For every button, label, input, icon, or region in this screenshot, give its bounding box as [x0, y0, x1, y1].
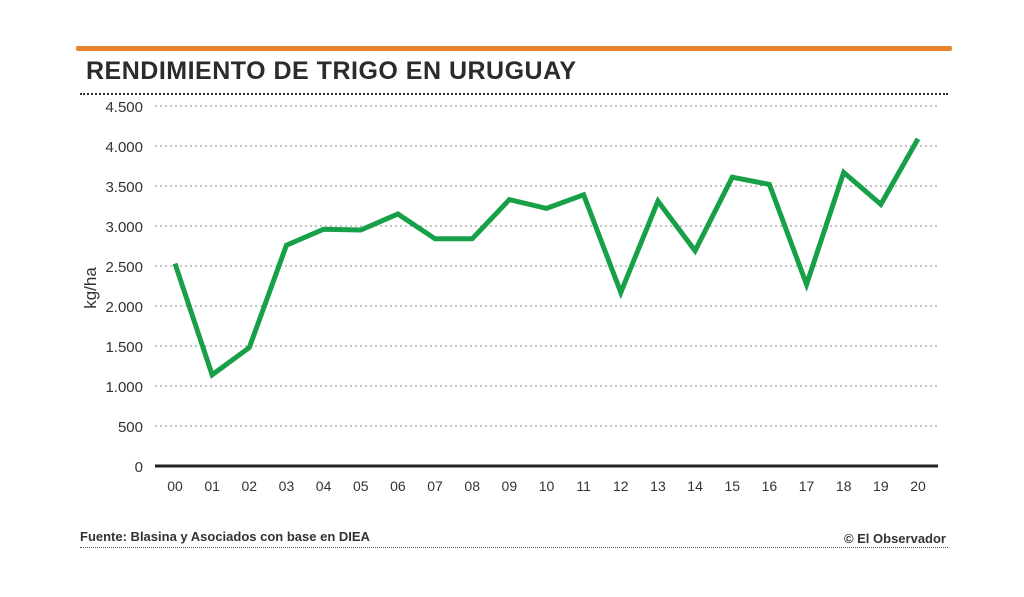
x-tick-label: 05 [353, 478, 369, 494]
x-tick-label: 18 [836, 478, 852, 494]
y-tick-label: 1.000 [105, 379, 143, 396]
x-tick-label: 20 [910, 478, 926, 494]
y-tick-label: 0 [135, 459, 143, 476]
x-tick-label: 01 [204, 478, 220, 494]
x-tick-label: 14 [687, 478, 703, 494]
y-tick-label: 3.500 [105, 179, 143, 196]
x-tick-label: 03 [279, 478, 295, 494]
x-tick-label: 07 [427, 478, 443, 494]
y-tick-label: 4.000 [105, 139, 143, 156]
gridlines [155, 105, 938, 468]
y-tick-label: 4.500 [105, 99, 143, 116]
x-tick-label: 16 [762, 478, 778, 494]
x-tick-label: 08 [464, 478, 480, 494]
y-tick-label: 2.000 [105, 299, 143, 316]
x-tick-label: 11 [576, 478, 591, 494]
x-tick-label: 00 [167, 478, 183, 494]
x-tick-labels: 00 01 02 03 04 05 06 07 08 09 10 11 12 13 14 15 16 17 18 19… [167, 478, 926, 494]
source-divider [80, 547, 948, 548]
title-divider [80, 93, 948, 95]
top-accent-rule [76, 46, 952, 51]
publisher-credit: © El Observador [843, 531, 946, 546]
x-tick-label: 06 [390, 478, 406, 494]
x-tick-label: 02 [242, 478, 258, 494]
x-tick-label: 10 [539, 478, 555, 494]
y-tick-label: 3.000 [105, 219, 143, 236]
x-tick-label: 17 [799, 478, 815, 494]
x-tick-label: 15 [724, 478, 740, 494]
x-tick-label: 12 [613, 478, 629, 494]
source-note: Fuente: Blasina y Asociados con base en … [80, 529, 370, 544]
series-line [172, 137, 921, 379]
series-layer [172, 137, 921, 379]
y-tick-label: 500 [118, 419, 143, 436]
x-tick-label: 04 [316, 478, 332, 494]
y-tick-labels: 0 500 1.000 1.500 2.000 2.500 3.000 3.500 4.000 4… [105, 99, 143, 476]
chart-title: RENDIMIENTO DE TRIGO EN URUGUAY [86, 57, 577, 85]
y-tick-label: 1.500 [105, 339, 143, 356]
y-axis-label: kg/ha [81, 267, 100, 309]
x-tick-label: 13 [650, 478, 666, 494]
x-tick-label: 09 [502, 478, 518, 494]
y-tick-label: 2.500 [105, 259, 143, 276]
x-tick-label: 19 [873, 478, 889, 494]
